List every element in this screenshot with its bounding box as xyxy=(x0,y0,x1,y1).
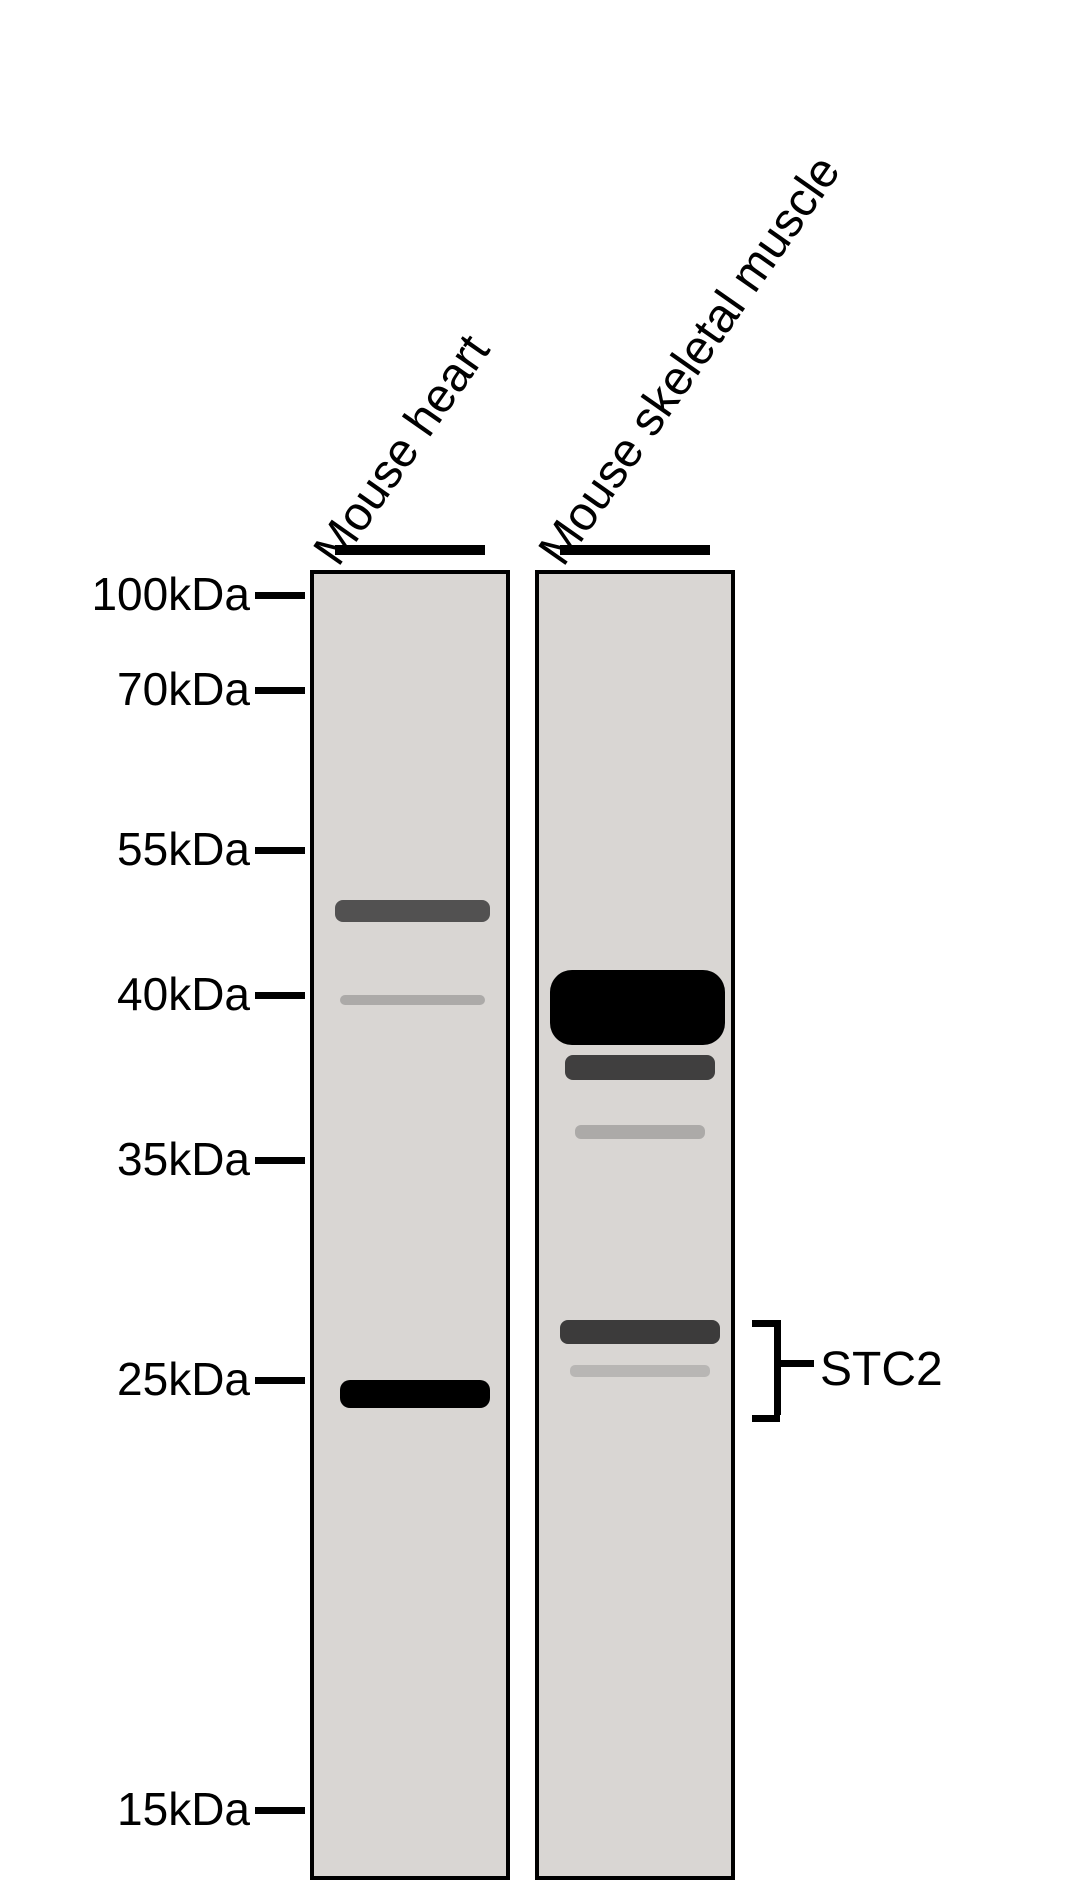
target-bracket-top xyxy=(752,1320,780,1327)
lane-label-0: Mouse heart xyxy=(303,325,501,575)
lane-header-bar-0 xyxy=(335,545,485,555)
marker-label-2: 55kDa xyxy=(50,822,250,876)
marker-tick-0 xyxy=(255,592,305,599)
marker-tick-6 xyxy=(255,1807,305,1814)
marker-label-5: 25kDa xyxy=(50,1352,250,1406)
band-lane1-4 xyxy=(570,1365,710,1377)
lane-label-1: Mouse skeletal muscle xyxy=(528,146,852,575)
marker-label-1: 70kDa xyxy=(50,662,250,716)
band-lane0-2 xyxy=(340,1380,490,1408)
lane-box-0 xyxy=(310,570,510,1880)
lane-box-1 xyxy=(535,570,735,1880)
target-label: STC2 xyxy=(820,1342,943,1397)
lane-header-bar-1 xyxy=(560,545,710,555)
band-lane0-0 xyxy=(335,900,490,922)
marker-label-6: 15kDa xyxy=(50,1782,250,1836)
band-lane1-2 xyxy=(575,1125,705,1139)
marker-tick-4 xyxy=(255,1157,305,1164)
band-lane0-1 xyxy=(340,995,485,1005)
band-lane1-3 xyxy=(560,1320,720,1344)
marker-tick-2 xyxy=(255,847,305,854)
marker-tick-3 xyxy=(255,992,305,999)
band-lane1-0 xyxy=(550,970,725,1045)
target-bracket-bottom xyxy=(752,1415,780,1422)
marker-tick-5 xyxy=(255,1377,305,1384)
target-bracket-vertical xyxy=(774,1320,781,1415)
marker-tick-1 xyxy=(255,687,305,694)
marker-label-4: 35kDa xyxy=(50,1132,250,1186)
target-bracket-stem xyxy=(774,1360,814,1367)
marker-label-3: 40kDa xyxy=(50,967,250,1021)
marker-label-0: 100kDa xyxy=(50,567,250,621)
band-lane1-1 xyxy=(565,1055,715,1080)
